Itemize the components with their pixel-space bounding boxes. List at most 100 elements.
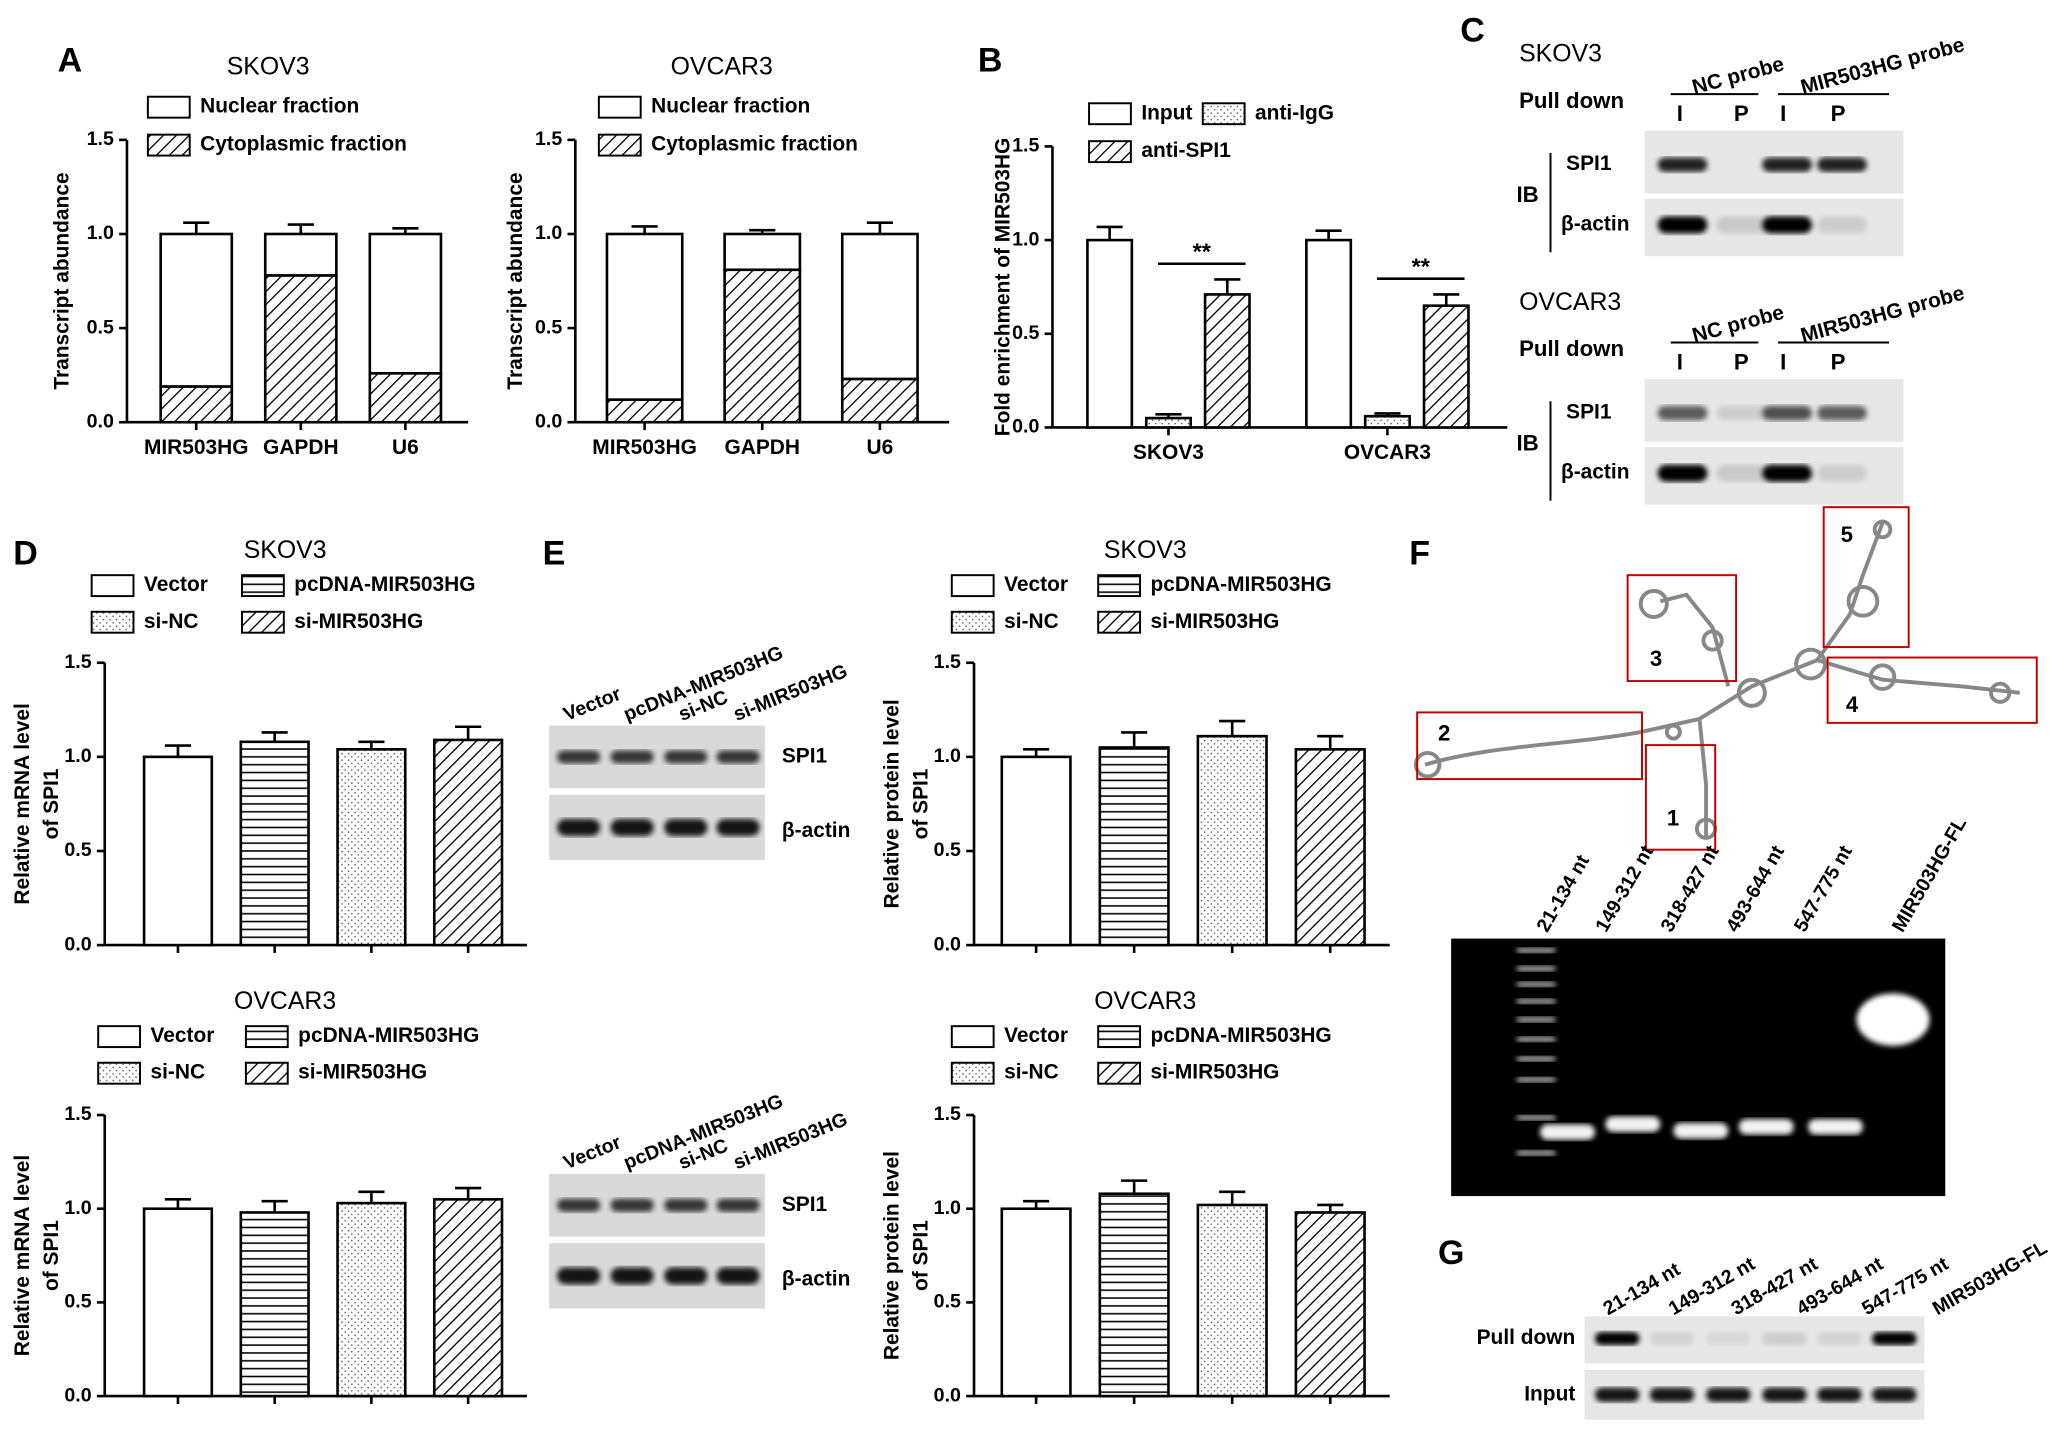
error-bar [631, 225, 658, 234]
band [557, 750, 601, 764]
band [1657, 464, 1708, 482]
x-tick-label: MIR503HG [144, 436, 249, 459]
y-tick-label: 1.5 [64, 651, 91, 673]
bar-segment [605, 398, 684, 424]
band [1516, 1056, 1556, 1062]
bar-segment [840, 377, 919, 424]
band [1516, 1036, 1556, 1042]
band [1649, 1332, 1695, 1346]
y-tick-label: 0.0 [934, 933, 961, 955]
band [1872, 1332, 1917, 1346]
row-label: Pull down [1519, 336, 1624, 361]
y-axis-label: Relative protein level [881, 1151, 904, 1360]
bar [239, 740, 310, 947]
error-bar [358, 740, 385, 750]
legend-label: si-NC [144, 610, 199, 633]
legend-label: si-MIR503HG [1150, 610, 1279, 633]
band [1516, 966, 1556, 972]
legend-label: si-MIR503HG [294, 610, 423, 633]
bar [1196, 1203, 1268, 1398]
error-bar [1023, 1199, 1050, 1209]
blot [1584, 1316, 1925, 1364]
band [1657, 405, 1708, 421]
band [1706, 1332, 1751, 1346]
legend-swatch [244, 1025, 289, 1049]
legend-swatch [1097, 1025, 1142, 1049]
y-tick-label: 0.5 [64, 1291, 91, 1313]
band [1516, 947, 1556, 953]
bar [1000, 1207, 1072, 1398]
error-bar [1374, 412, 1401, 417]
y-tick-label: 0.0 [1012, 416, 1039, 438]
band [1817, 157, 1867, 172]
protein-label: β-actin [782, 1267, 851, 1290]
band [1856, 993, 1930, 1046]
bar [142, 1207, 214, 1398]
legend-label: si-MIR503HG [1150, 1061, 1279, 1084]
lane-label: 547-775 nt [1790, 841, 1857, 935]
region-number: 1 [1667, 805, 1679, 830]
error-bar [287, 223, 314, 234]
legend-swatch [146, 95, 191, 119]
y-axis-label: of SPI1 [40, 1220, 63, 1291]
legend-label: si-NC [1004, 1061, 1059, 1084]
legend-swatch [1088, 102, 1132, 126]
lane-label: Vector [560, 683, 624, 726]
legend-swatch [597, 95, 642, 119]
panel-letter: E [543, 535, 566, 573]
protein-label: SPI1 [782, 744, 828, 767]
band [1762, 1332, 1807, 1346]
y-tick-label: 0.0 [87, 410, 114, 432]
bar [336, 1201, 407, 1398]
band [1657, 157, 1708, 172]
bar-segment [723, 232, 802, 272]
protein-label: β-actin [1561, 461, 1630, 484]
y-tick-label: 1.5 [934, 651, 961, 673]
legend-label: Cytoplasmic fraction [200, 133, 407, 156]
band [1594, 1387, 1640, 1402]
y-tick-label: 0.0 [535, 410, 562, 432]
legend-swatch [241, 574, 285, 598]
legend-label: Nuclear fraction [651, 95, 810, 118]
y-tick-label: 1.0 [64, 1197, 91, 1219]
band [1738, 1118, 1794, 1135]
legend-label: Vector [150, 1024, 214, 1047]
error-bar [1121, 1179, 1148, 1194]
probe-label: MIR503HG probe [1798, 33, 1967, 99]
x-tick-label: MIR503HG [592, 436, 697, 459]
legend-swatch [241, 610, 285, 634]
ladder-label: 700 [1465, 991, 1493, 1010]
lane-label: I [1780, 349, 1786, 374]
chart-title: OVCAR3 [671, 54, 773, 81]
band [1872, 1387, 1917, 1402]
legend-label: si-NC [150, 1061, 205, 1084]
legend-label: pcDNA-MIR503HG [294, 573, 475, 596]
bar [336, 748, 407, 947]
error-bar [183, 221, 210, 234]
band [664, 1267, 708, 1285]
row-label: Input [1524, 1382, 1575, 1405]
probe-label: NC probe [1690, 52, 1787, 99]
protein-label: SPI1 [1566, 401, 1612, 424]
legend-label: si-NC [1004, 610, 1059, 633]
band [1516, 981, 1556, 987]
band [1649, 1387, 1695, 1402]
legend-swatch [244, 1061, 289, 1085]
panel-letter: A [58, 42, 83, 80]
band [1516, 1150, 1556, 1156]
error-bar [1219, 719, 1246, 737]
x-tick-label: OVCAR3 [1344, 441, 1431, 464]
band [716, 1267, 760, 1285]
y-tick-label: 0.5 [1012, 322, 1039, 344]
error-bar [749, 228, 776, 234]
gel [1451, 938, 1946, 1197]
legend-label: si-MIR503HG [298, 1061, 427, 1084]
region-number: 4 [1846, 692, 1859, 717]
chart-title: SKOV3 [227, 54, 310, 81]
panel-letter: D [13, 535, 38, 573]
y-axis-label: Transcript abundance [504, 172, 527, 389]
error-bar [1121, 731, 1148, 748]
band [610, 1267, 654, 1285]
legend-label: pcDNA-MIR503HG [298, 1024, 479, 1047]
